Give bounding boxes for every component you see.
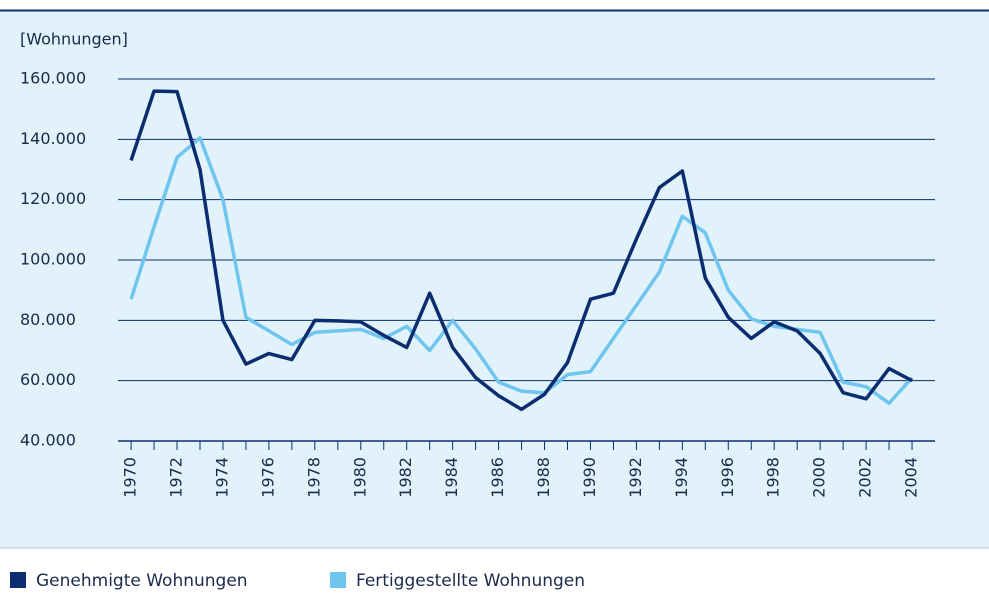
y-tick-label: 40.000 (20, 431, 76, 450)
x-tick-label: 2000 (810, 457, 829, 498)
x-tick-label: 1972 (167, 457, 186, 498)
legend-label: Genehmigte Wohnungen (36, 571, 248, 591)
plot-background (0, 10, 989, 548)
x-tick-label: 1976 (258, 457, 277, 498)
x-tick-label: 2004 (902, 457, 921, 498)
y-tick-label: 160.000 (20, 69, 86, 88)
x-tick-label: 2002 (856, 457, 875, 498)
legend-swatch (330, 572, 346, 588)
y-tick-label: 140.000 (20, 129, 86, 148)
x-tick-label: 1978 (304, 457, 323, 498)
y-tick-label: 60.000 (20, 370, 76, 389)
x-tick-label: 1982 (396, 457, 415, 498)
x-tick-label: 1994 (672, 457, 691, 498)
x-tick-label: 1988 (534, 457, 553, 498)
series-line (129, 136, 914, 406)
x-tick-label: 1974 (212, 457, 231, 498)
y-axis-label: [Wohnungen] (20, 30, 128, 49)
legend-label: Fertiggestellte Wohnungen (356, 571, 585, 591)
y-tick-label: 80.000 (20, 310, 76, 329)
y-tick-label: 100.000 (20, 250, 86, 269)
x-tick-label: 1970 (121, 457, 140, 498)
y-tick-label: 120.000 (20, 189, 86, 208)
x-tick-label: 1998 (764, 457, 783, 498)
legend-swatch (10, 572, 26, 588)
x-tick-label: 1996 (718, 457, 737, 498)
x-tick-label: 1992 (626, 457, 645, 498)
x-tick-label: 1984 (442, 457, 461, 498)
series-line (129, 89, 913, 412)
x-tick-label: 1990 (580, 457, 599, 498)
x-tick-label: 1986 (488, 457, 507, 498)
x-tick-label: 1980 (350, 457, 369, 498)
